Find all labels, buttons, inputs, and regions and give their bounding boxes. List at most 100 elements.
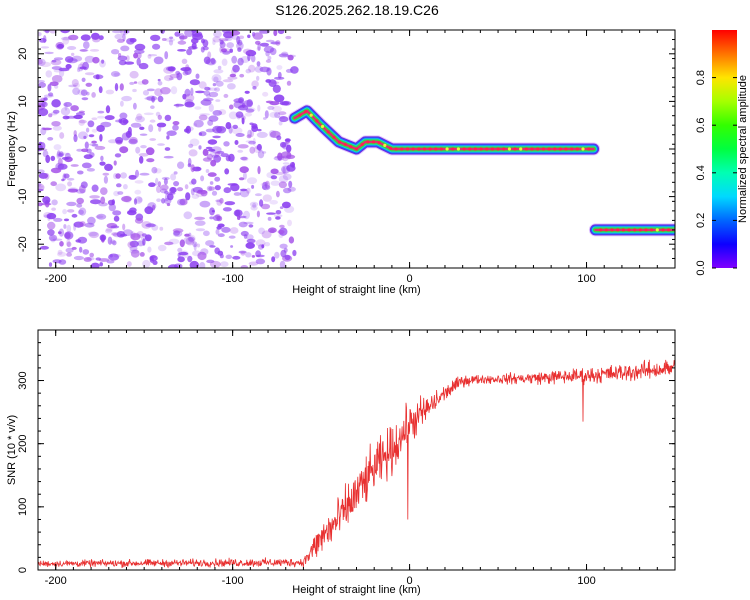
noise-blob [111,49,120,55]
noise-blob [38,108,49,117]
noise-blob [210,150,217,157]
noise-blob [184,30,195,37]
noise-blob [239,189,250,198]
noise-blob [284,138,291,142]
noise-blob [256,61,261,67]
x-tick-label: 0 [407,273,413,285]
track-main-dot [366,140,370,144]
noise-blob [72,87,80,96]
noise-blob [126,38,135,45]
x-tick-label: 100 [577,273,595,285]
noise-blob [232,64,240,73]
noise-blob [130,249,140,258]
noise-blob [248,224,254,228]
track-main-dot [473,147,477,151]
noise-blob [269,200,279,205]
noise-blob [130,122,142,128]
noise-blob [84,222,95,228]
noise-blob [104,163,113,171]
noise-blob [240,188,248,192]
noise-blob [139,172,150,176]
noise-blob [66,224,72,233]
noise-blob [146,88,155,92]
noise-blob [48,234,58,242]
noise-blob [237,57,244,66]
noise-blob [114,33,123,40]
noise-blob [95,215,104,219]
noise-blob [100,121,112,128]
noise-blob [270,175,278,180]
track-main-dot [349,145,353,149]
noise-blob [120,100,124,107]
noise-blob [243,48,253,55]
noise-blob [238,250,247,254]
noise-blob [75,188,86,194]
noise-blob [215,228,220,235]
noise-blob [156,198,162,202]
noise-blob [185,64,190,71]
noise-blob [128,138,138,145]
noise-blob [203,90,211,96]
noise-blob [161,198,166,204]
noise-blob [168,264,179,268]
y-tick-label: -10 [17,189,29,205]
noise-blob [215,80,224,87]
noise-blob [42,196,51,204]
noise-blob [48,262,53,267]
noise-blob [185,192,191,201]
noise-blob [221,226,231,233]
noise-blob [91,117,98,121]
noise-blob [80,34,91,41]
noise-blob [180,67,191,72]
track-main-dot [564,147,568,151]
track-main-dot [383,143,387,147]
noise-blob [100,187,108,196]
noise-blob [77,67,81,73]
noise-blob [222,79,234,83]
noise-blob [172,124,179,131]
noise-blob [92,56,100,64]
noise-blob [209,216,214,220]
noise-blob [47,84,52,92]
noise-blob [282,166,286,175]
noise-blob [210,57,216,65]
noise-blob [292,249,297,257]
noise-blob [190,164,195,173]
noise-blob [195,73,200,79]
noise-blob [274,155,285,159]
track-secondary-dot [599,228,603,232]
noise-blob [85,82,93,87]
noise-blob [269,47,277,56]
track-main-dot [405,147,410,151]
noise-blob [154,168,162,174]
noise-blob [257,150,265,159]
noise-blob [264,180,270,190]
noise-blob [60,30,70,34]
noise-blob [89,152,95,158]
noise-blob [235,111,244,118]
noise-blob [105,105,111,114]
noise-blob [38,32,42,37]
noise-blob [44,51,54,55]
noise-blob [276,135,282,141]
noise-blob [98,35,104,41]
noise-blob [141,79,149,85]
noise-blob [245,49,257,57]
noise-blob [111,232,119,236]
noise-blob [281,100,292,106]
noise-blob [128,175,137,180]
noise-blob [157,81,163,86]
noise-blob [82,249,90,255]
track-main-dot [422,147,426,151]
noise-blob [51,75,63,83]
noise-blob [108,203,117,212]
noise-blob [132,88,137,93]
noise-blob [275,40,281,46]
noise-blob [134,116,145,123]
noise-blob [80,49,88,52]
noise-blob [255,250,261,258]
noise-blob [246,99,253,108]
noise-blob [54,84,59,89]
noise-blob [179,198,188,206]
noise-blob [286,144,292,153]
